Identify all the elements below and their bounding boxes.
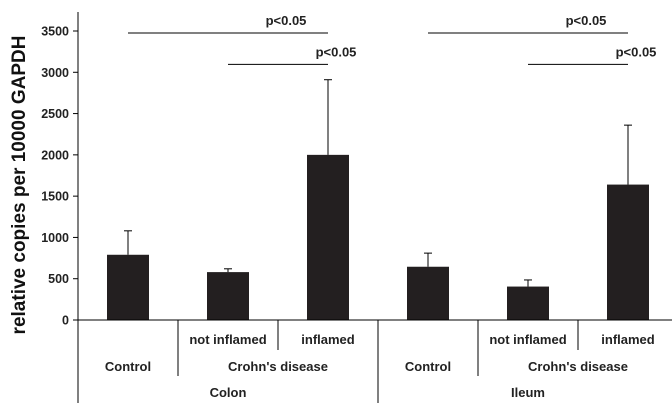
significance-label: p<0.05	[566, 13, 607, 28]
y-tick-label: 0	[62, 314, 69, 328]
significance-label: p<0.05	[616, 44, 657, 59]
y-tick-label: 1000	[41, 231, 69, 245]
y-tick-label: 2500	[41, 107, 69, 121]
label-colon: Colon	[210, 385, 247, 400]
label-ileum-not-inflamed: not inflamed	[489, 332, 566, 347]
y-ticks: 0 500 1000 1500 2000 2500 3000 3500	[41, 25, 78, 328]
bars	[107, 79, 649, 320]
significance-label: p<0.05	[266, 13, 307, 28]
y-tick-label: 3500	[41, 25, 69, 39]
label-colon-control: Control	[105, 359, 151, 374]
bar	[207, 272, 249, 320]
bar	[407, 266, 449, 320]
label-ileum-inflamed: inflamed	[601, 332, 655, 347]
label-colon-not-inflamed: not inflamed	[189, 332, 266, 347]
bar	[107, 254, 149, 320]
label-ileum-crohns: Crohn's disease	[528, 359, 628, 374]
y-axis-label: relative copies per 10000 GAPDH	[9, 36, 30, 335]
bar	[307, 154, 349, 320]
bar	[507, 286, 549, 320]
y-tick-label: 500	[48, 272, 69, 286]
significance-brackets: p<0.05 p<0.05 p<0.05 p<0.05	[128, 13, 657, 65]
label-colon-crohns: Crohn's disease	[228, 359, 328, 374]
y-tick-label: 3000	[41, 66, 69, 80]
y-tick-label: 1500	[41, 190, 69, 204]
label-ileum-control: Control	[405, 359, 451, 374]
category-axis: Control not inflamed inflamed Crohn's di…	[78, 319, 672, 403]
y-tick-label: 2000	[41, 148, 69, 162]
bar	[607, 184, 649, 320]
significance-label: p<0.05	[316, 44, 357, 59]
label-ileum: Ileum	[511, 385, 545, 400]
label-colon-inflamed: inflamed	[301, 332, 355, 347]
